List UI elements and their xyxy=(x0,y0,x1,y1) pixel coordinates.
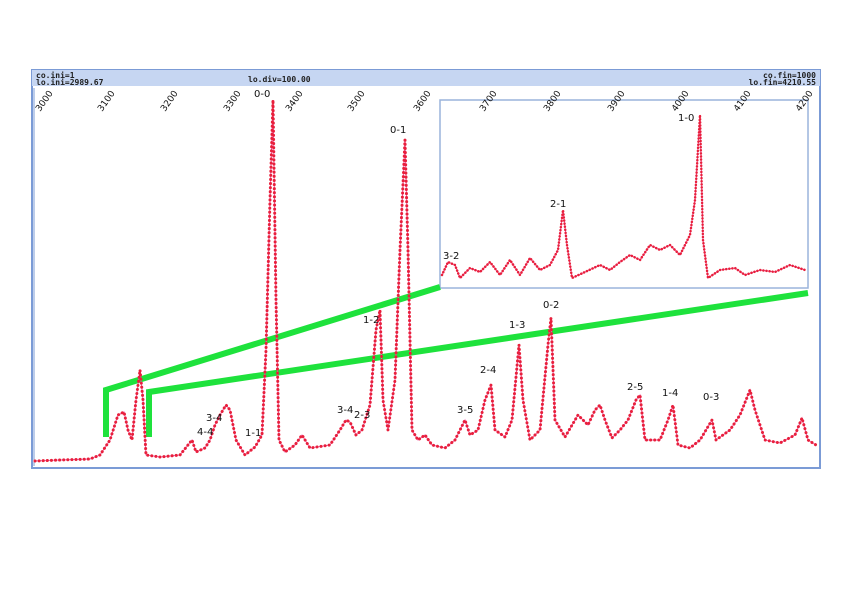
peak-label: 0-3 xyxy=(703,392,719,403)
peak-label: 1-0 xyxy=(678,113,694,124)
peak-label: 1-3 xyxy=(509,320,525,331)
peak-label: 1-2 xyxy=(363,315,379,326)
trace-points xyxy=(440,114,807,281)
peak-label: 4-4 xyxy=(197,427,213,438)
spectrum-trace xyxy=(33,99,818,463)
peak-label: 1-4 xyxy=(662,388,678,399)
header-text: lo.ini=2989.67 xyxy=(36,77,104,87)
peak-label: 0-2 xyxy=(543,300,559,311)
inset-frame xyxy=(439,99,809,289)
peak-label: 2-5 xyxy=(627,382,643,393)
peak-label: 0-1 xyxy=(390,125,406,136)
header-text: lo.fin=4210.55 xyxy=(749,77,817,87)
peak-label: 3-4 xyxy=(206,413,222,424)
peak-label: 1-1 xyxy=(245,428,261,439)
header-text: co.fin=1000 xyxy=(763,70,816,80)
inset-trace xyxy=(440,114,807,281)
peak-label: 2-1 xyxy=(550,199,566,210)
trace-points xyxy=(33,99,818,463)
zoom-connector xyxy=(146,290,809,437)
peak-label: 3-5 xyxy=(457,405,473,416)
header-bar xyxy=(32,70,820,86)
header-text: co.ini=1 xyxy=(36,70,75,80)
zoom-connector xyxy=(103,284,441,437)
peak-label: 2-4 xyxy=(480,365,496,376)
header-text: lo.div=100.00 xyxy=(248,74,311,84)
peak-label: 2-3 xyxy=(354,410,370,421)
peak-label: 3-4 xyxy=(337,405,353,416)
peak-label: 0-0 xyxy=(254,89,270,100)
peak-label: 3-2 xyxy=(443,251,459,262)
